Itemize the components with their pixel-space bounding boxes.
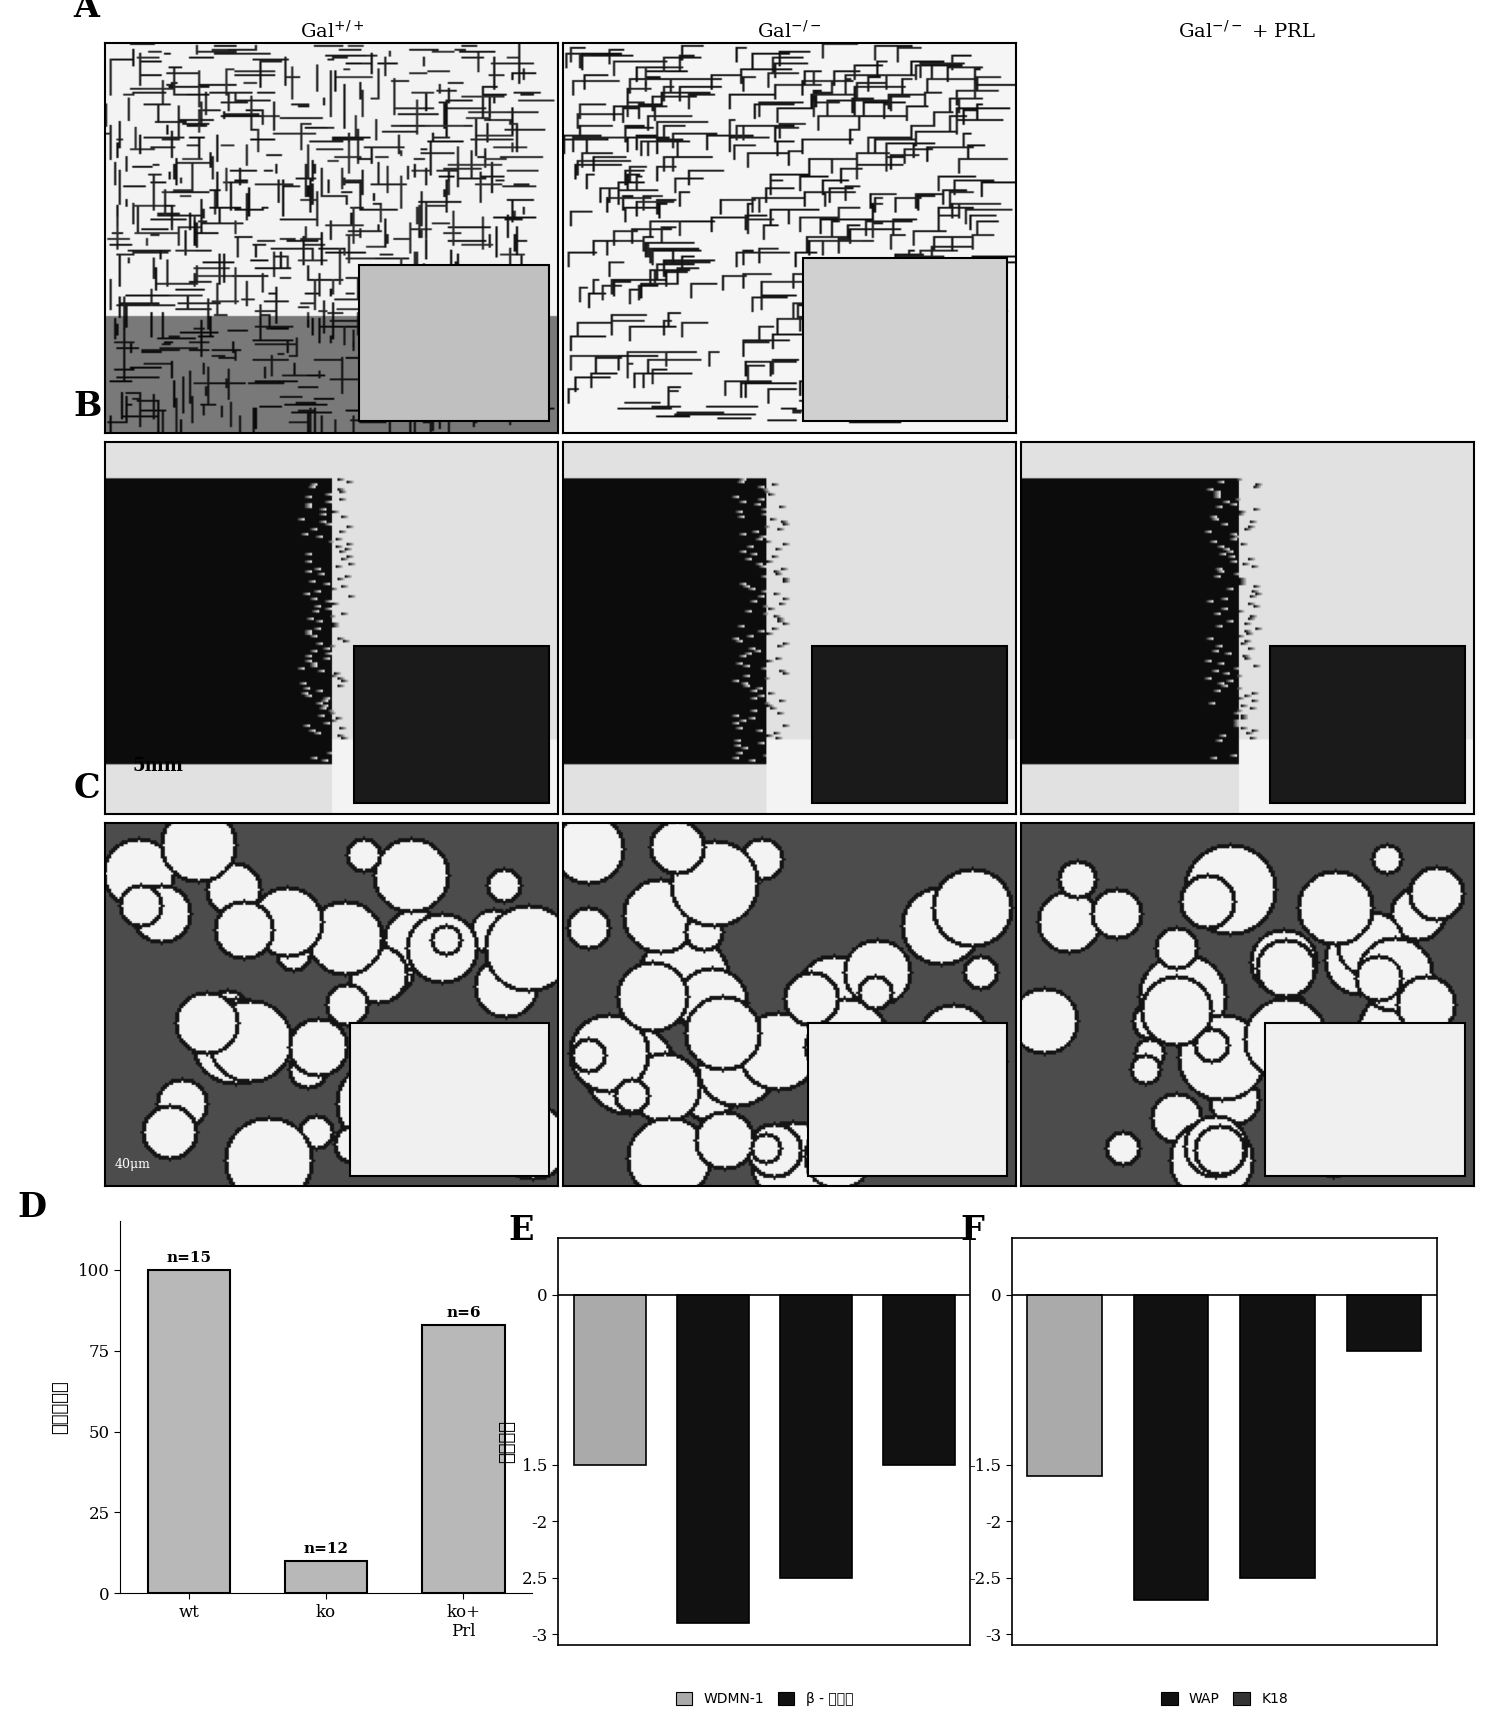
Bar [1270, 646, 1465, 804]
Bar [883, 1296, 955, 1465]
Bar [1028, 1296, 1102, 1476]
Bar [1265, 1022, 1465, 1176]
Bar [779, 1296, 853, 1578]
Bar [1133, 1296, 1208, 1600]
Legend: WAP, K18: WAP, K18 [1156, 1687, 1294, 1711]
Text: n=12: n=12 [303, 1541, 348, 1555]
Text: B: B [74, 390, 102, 423]
Bar [812, 646, 1007, 804]
Text: n=6: n=6 [446, 1306, 480, 1320]
Title: Gal$^{+/+}$: Gal$^{+/+}$ [300, 19, 363, 42]
Title: Gal$^{-/-}$ + PRL: Gal$^{-/-}$ + PRL [1178, 19, 1316, 42]
Bar [354, 646, 549, 804]
Y-axis label: 倍数差异: 倍数差异 [498, 1420, 516, 1464]
Bar [808, 1022, 1007, 1176]
Bar [147, 1270, 230, 1593]
Bar [422, 1325, 504, 1593]
Bar [359, 265, 549, 421]
Bar [285, 1561, 368, 1593]
Text: D: D [17, 1192, 47, 1225]
Legend: WDMN-1, β - 酪蛋白: WDMN-1, β - 酪蛋白 [669, 1687, 859, 1711]
Bar [803, 258, 1007, 421]
Title: Gal$^{-/-}$: Gal$^{-/-}$ [758, 19, 821, 42]
Text: 5mm: 5mm [132, 757, 183, 774]
Text: 40μm: 40μm [114, 1159, 150, 1171]
Text: C: C [74, 771, 101, 804]
Bar [1346, 1296, 1421, 1351]
Text: F: F [961, 1214, 985, 1247]
Y-axis label: 泌乳百分比: 泌乳百分比 [51, 1380, 69, 1434]
Text: n=15: n=15 [167, 1251, 212, 1264]
Text: A: A [74, 0, 99, 24]
Bar [573, 1296, 645, 1465]
Bar [1240, 1296, 1315, 1578]
Bar [677, 1296, 749, 1623]
Text: E: E [509, 1214, 534, 1247]
Bar [350, 1022, 549, 1176]
